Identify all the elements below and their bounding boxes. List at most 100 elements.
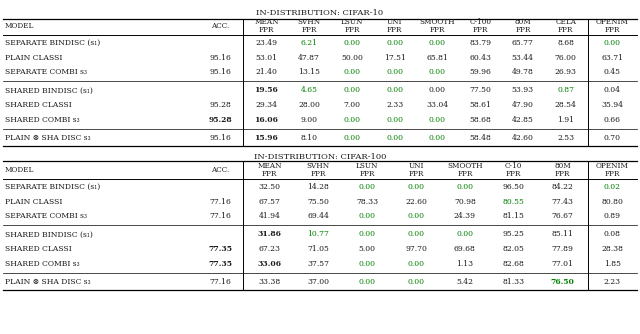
Text: 41.94: 41.94 bbox=[259, 212, 280, 220]
Text: 53.93: 53.93 bbox=[512, 87, 534, 95]
Text: 10.77: 10.77 bbox=[307, 230, 329, 238]
Text: 83.79: 83.79 bbox=[469, 39, 491, 47]
Text: 0.00: 0.00 bbox=[344, 87, 360, 95]
Text: 19.56: 19.56 bbox=[255, 87, 278, 95]
Text: SHARED CLASSI: SHARED CLASSI bbox=[5, 245, 72, 253]
Text: MODEL: MODEL bbox=[5, 166, 35, 174]
Text: 69.68: 69.68 bbox=[454, 245, 476, 253]
Text: 13.15: 13.15 bbox=[298, 68, 320, 76]
Text: 0.00: 0.00 bbox=[456, 183, 474, 191]
Text: 37.57: 37.57 bbox=[307, 260, 330, 268]
Text: 82.05: 82.05 bbox=[503, 245, 525, 253]
Text: 4.65: 4.65 bbox=[301, 87, 317, 95]
Text: 5.42: 5.42 bbox=[456, 278, 474, 286]
Text: 0.00: 0.00 bbox=[386, 116, 403, 124]
Text: SEPARATE COMBI s₃: SEPARATE COMBI s₃ bbox=[5, 68, 87, 76]
Text: 0.00: 0.00 bbox=[358, 183, 376, 191]
Text: 33.06: 33.06 bbox=[257, 260, 282, 268]
Text: 58.68: 58.68 bbox=[469, 116, 491, 124]
Text: 50.00: 50.00 bbox=[341, 53, 363, 61]
Text: MODEL: MODEL bbox=[5, 22, 35, 30]
Text: SHARED COMBI s₃: SHARED COMBI s₃ bbox=[5, 260, 79, 268]
Text: 7.00: 7.00 bbox=[344, 101, 360, 109]
Text: 28.54: 28.54 bbox=[555, 101, 577, 109]
Text: SEPARATE BINDISC (s₁): SEPARATE BINDISC (s₁) bbox=[5, 183, 100, 191]
Text: 6.21: 6.21 bbox=[301, 39, 317, 47]
Text: 33.38: 33.38 bbox=[259, 278, 280, 286]
Text: LSUN
FPR: LSUN FPR bbox=[356, 162, 378, 178]
Text: 16.06: 16.06 bbox=[255, 116, 278, 124]
Text: 70.98: 70.98 bbox=[454, 197, 476, 205]
Text: 63.71: 63.71 bbox=[602, 53, 623, 61]
Text: 0.00: 0.00 bbox=[386, 134, 403, 142]
Text: 2.33: 2.33 bbox=[386, 101, 403, 109]
Text: 75.50: 75.50 bbox=[307, 197, 329, 205]
Text: 97.70: 97.70 bbox=[405, 245, 427, 253]
Text: MEAN
FPR: MEAN FPR bbox=[254, 18, 278, 34]
Text: 23.49: 23.49 bbox=[255, 39, 277, 47]
Text: 96.50: 96.50 bbox=[503, 183, 525, 191]
Text: 32.50: 32.50 bbox=[259, 183, 280, 191]
Text: LSUN
FPR: LSUN FPR bbox=[340, 18, 363, 34]
Text: PLAIN ⊗ SHA DISC s₃: PLAIN ⊗ SHA DISC s₃ bbox=[5, 134, 91, 142]
Text: 0.00: 0.00 bbox=[358, 212, 376, 220]
Text: 15.96: 15.96 bbox=[255, 134, 278, 142]
Text: 47.87: 47.87 bbox=[298, 53, 320, 61]
Text: 0.00: 0.00 bbox=[429, 68, 446, 76]
Text: 14.28: 14.28 bbox=[307, 183, 329, 191]
Text: 80.55: 80.55 bbox=[503, 197, 525, 205]
Text: 95.28: 95.28 bbox=[209, 101, 231, 109]
Text: 0.04: 0.04 bbox=[604, 87, 621, 95]
Text: 0.70: 0.70 bbox=[604, 134, 621, 142]
Text: 67.23: 67.23 bbox=[259, 245, 280, 253]
Text: 53.01: 53.01 bbox=[255, 53, 277, 61]
Text: 28.38: 28.38 bbox=[602, 245, 623, 253]
Text: 0.00: 0.00 bbox=[344, 134, 360, 142]
Text: PLAIN CLASSI: PLAIN CLASSI bbox=[5, 53, 62, 61]
Text: 35.94: 35.94 bbox=[602, 101, 623, 109]
Text: 37.00: 37.00 bbox=[307, 278, 330, 286]
Text: 0.00: 0.00 bbox=[386, 39, 403, 47]
Text: 0.00: 0.00 bbox=[344, 116, 360, 124]
Text: 77.35: 77.35 bbox=[208, 260, 232, 268]
Text: 95.25: 95.25 bbox=[503, 230, 525, 238]
Text: 0.00: 0.00 bbox=[429, 134, 446, 142]
Text: ACC.: ACC. bbox=[211, 166, 229, 174]
Text: 0.45: 0.45 bbox=[604, 68, 621, 76]
Text: IN-DISTRIBUTION: CIFAR-10: IN-DISTRIBUTION: CIFAR-10 bbox=[257, 9, 383, 17]
Text: 22.60: 22.60 bbox=[405, 197, 427, 205]
Text: SHARED COMBI s₃: SHARED COMBI s₃ bbox=[5, 116, 79, 124]
Text: SVHN
FPR: SVHN FPR bbox=[307, 162, 330, 178]
Text: 26.93: 26.93 bbox=[555, 68, 577, 76]
Text: MEAN
FPR: MEAN FPR bbox=[257, 162, 282, 178]
Text: 1.13: 1.13 bbox=[456, 260, 474, 268]
Text: OPENIM
FPR: OPENIM FPR bbox=[596, 18, 629, 34]
Text: 76.00: 76.00 bbox=[555, 53, 577, 61]
Text: 0.00: 0.00 bbox=[358, 260, 376, 268]
Text: 76.67: 76.67 bbox=[552, 212, 573, 220]
Text: 49.78: 49.78 bbox=[512, 68, 534, 76]
Text: 9.00: 9.00 bbox=[301, 116, 317, 124]
Text: 60.43: 60.43 bbox=[469, 53, 491, 61]
Text: 58.61: 58.61 bbox=[469, 101, 491, 109]
Text: 0.00: 0.00 bbox=[386, 68, 403, 76]
Text: 95.16: 95.16 bbox=[209, 68, 231, 76]
Text: 77.16: 77.16 bbox=[209, 212, 231, 220]
Text: 77.16: 77.16 bbox=[209, 278, 231, 286]
Text: SEPARATE BINDISC (s₁): SEPARATE BINDISC (s₁) bbox=[5, 39, 100, 47]
Text: 21.40: 21.40 bbox=[255, 68, 277, 76]
Text: IN-DISTRIBUTION: CIFAR-100: IN-DISTRIBUTION: CIFAR-100 bbox=[254, 153, 386, 161]
Text: UNI
FPR: UNI FPR bbox=[387, 18, 403, 34]
Text: 31.86: 31.86 bbox=[257, 230, 282, 238]
Text: 33.04: 33.04 bbox=[426, 101, 449, 109]
Text: 8.10: 8.10 bbox=[301, 134, 317, 142]
Text: 42.60: 42.60 bbox=[512, 134, 534, 142]
Text: 29.34: 29.34 bbox=[255, 101, 277, 109]
Text: 0.89: 0.89 bbox=[604, 212, 621, 220]
Text: 71.05: 71.05 bbox=[307, 245, 329, 253]
Text: OPENIM
FPR: OPENIM FPR bbox=[596, 162, 629, 178]
Text: PLAIN CLASSI: PLAIN CLASSI bbox=[5, 197, 62, 205]
Text: 82.68: 82.68 bbox=[503, 260, 525, 268]
Text: 80M
FPR: 80M FPR bbox=[515, 18, 531, 34]
Text: 2.53: 2.53 bbox=[557, 134, 574, 142]
